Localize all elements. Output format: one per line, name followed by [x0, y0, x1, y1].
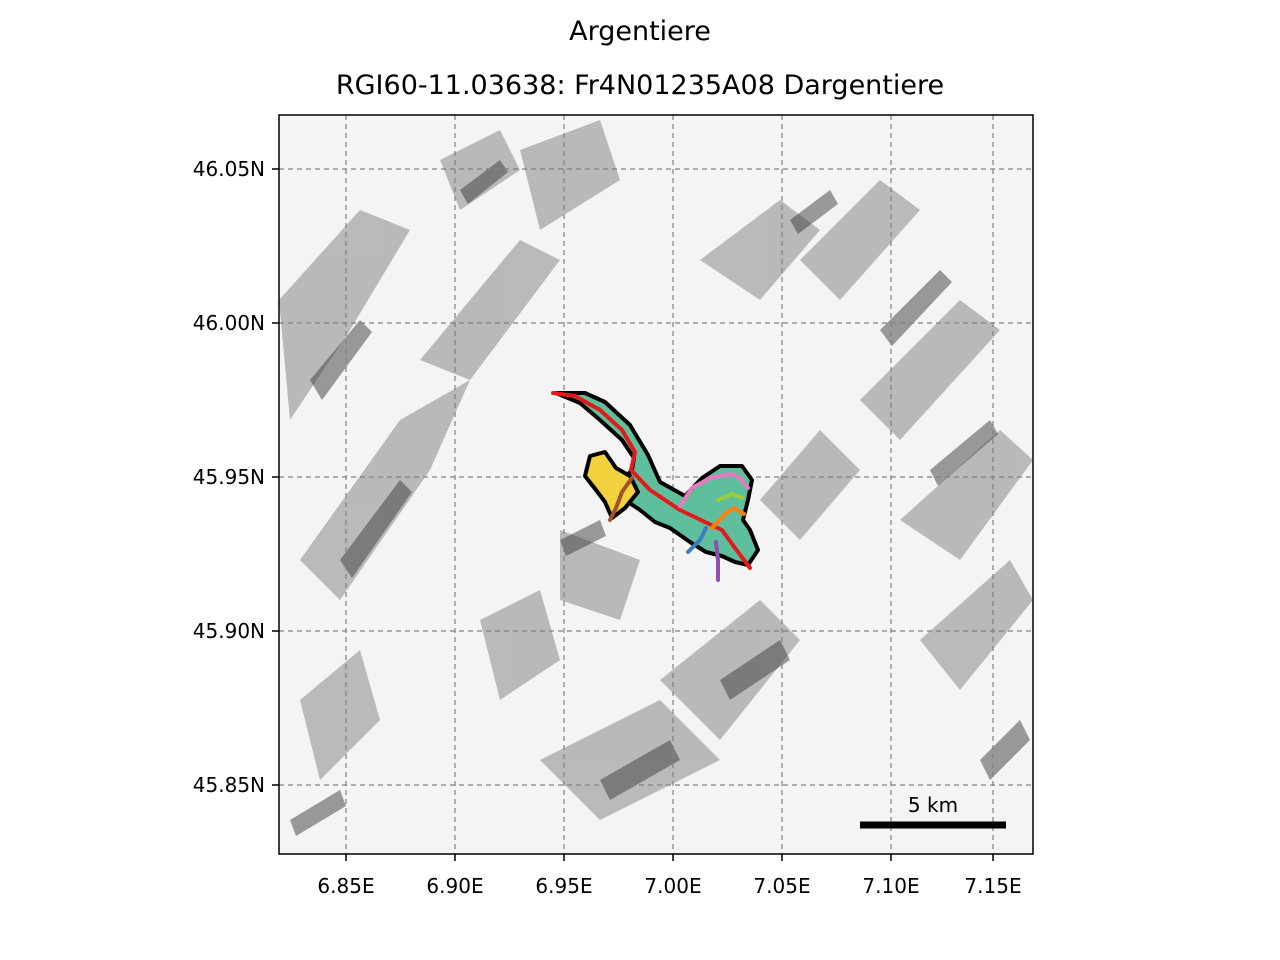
tributary-green: [716, 492, 744, 502]
tributary-pink: [678, 472, 750, 508]
x-tick-label: 7.10E: [862, 874, 919, 898]
x-tick-label: 7.00E: [644, 874, 701, 898]
x-tick-marks: [345, 854, 994, 861]
scale-bar: 5 km: [860, 793, 1006, 829]
y-tick-marks: [272, 168, 279, 786]
hillshade-background: [279, 115, 1033, 854]
gridlines: [279, 115, 1033, 854]
y-tick-label: 45.90N: [193, 619, 265, 643]
x-tick-label: 6.85E: [317, 874, 374, 898]
y-tick-labels: 46.05N 46.00N 45.95N 45.90N 45.85N: [193, 157, 265, 797]
tributary-blue: [686, 526, 708, 554]
flowlines: [551, 391, 752, 582]
map-subtitle: RGI60-11.03638: Fr4N01235A08 Dargentiere: [335, 70, 945, 101]
x-tick-label: 7.15E: [964, 874, 1021, 898]
x-tick-label: 6.95E: [535, 874, 592, 898]
x-tick-label: 6.90E: [426, 874, 483, 898]
y-tick-label: 46.05N: [193, 157, 265, 181]
x-tick-label: 7.05E: [753, 874, 810, 898]
y-tick-label: 46.00N: [193, 311, 265, 335]
scale-bar-label: 5 km: [908, 793, 958, 817]
tributary-brown: [608, 476, 634, 522]
x-tick-labels: 6.85E 6.90E 6.95E 7.00E 7.05E 7.10E 7.15…: [317, 874, 1021, 898]
y-tick-label: 45.95N: [193, 465, 265, 489]
y-tick-label: 45.85N: [193, 773, 265, 797]
map-title: Argentiere: [569, 16, 711, 47]
tributary-orange: [710, 506, 746, 530]
plot-frame: [278, 114, 1034, 855]
tributary-purple: [714, 540, 720, 582]
main-flowline: [551, 391, 752, 570]
